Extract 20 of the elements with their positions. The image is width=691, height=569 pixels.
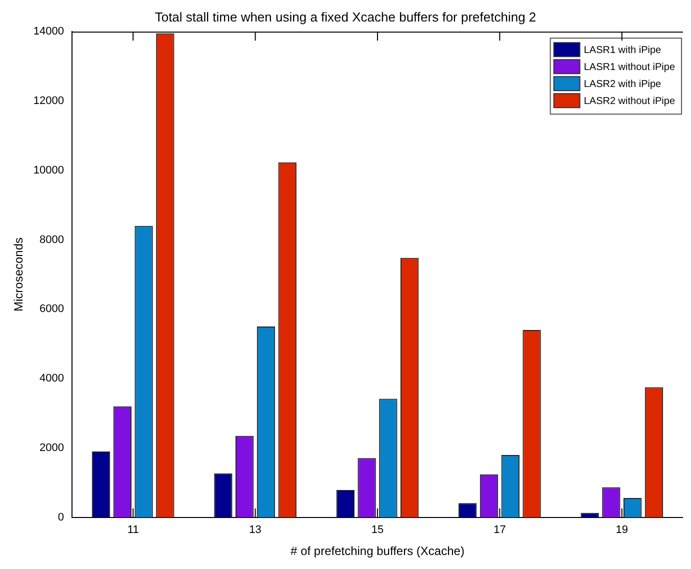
- y-tick-label: 14000: [33, 26, 64, 38]
- y-axis-title: Microseconds: [12, 237, 26, 312]
- legend-label: LASR1 without iPipe: [584, 62, 676, 73]
- x-tick-label: 17: [494, 524, 506, 536]
- x-axis-title: # of prefetching buffers (Xcache): [290, 544, 464, 558]
- y-tick-label: 10000: [33, 164, 64, 176]
- legend-label: LASR2 without iPipe: [584, 96, 676, 107]
- x-tick-label: 15: [371, 524, 384, 536]
- y-tick-label: 6000: [40, 303, 64, 316]
- x-tick-label: 13: [249, 524, 262, 536]
- legend-label: LASR2 with iPipe: [584, 78, 662, 90]
- y-tick-label: 8000: [40, 234, 64, 246]
- y-tick-label: 0: [58, 511, 64, 524]
- y-tick-label: 2000: [40, 442, 64, 454]
- legend-label: LASR1 with iPipe: [584, 44, 662, 56]
- y-tick-label: 12000: [33, 95, 64, 108]
- chart-title: Total stall time when using a fixed Xcache buffers for prefetching 2: [154, 9, 536, 24]
- x-tick-label: 19: [616, 524, 628, 536]
- y-tick-label: 4000: [40, 372, 64, 385]
- x-tick-label: 11: [127, 524, 139, 536]
